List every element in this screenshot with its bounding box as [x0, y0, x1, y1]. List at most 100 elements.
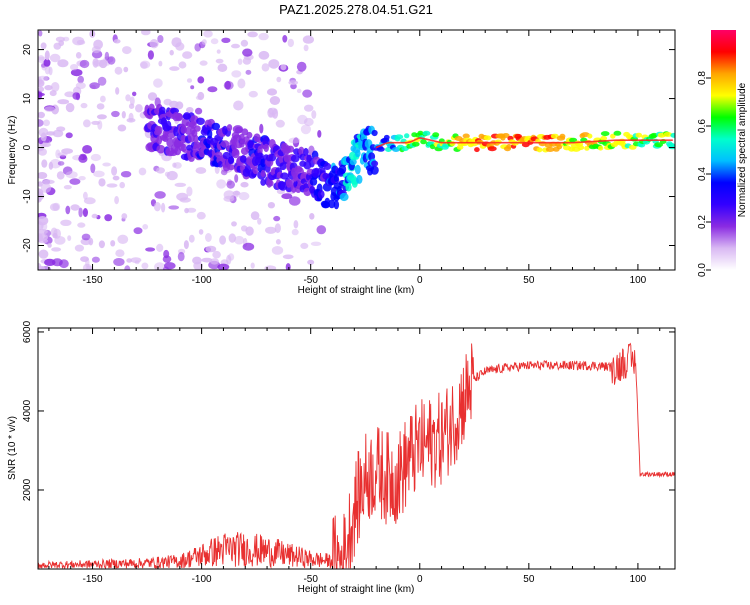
spectrogram-noise-blob — [216, 49, 221, 54]
spectrogram-noise-blob — [171, 37, 182, 48]
spectrogram-noise-blob — [106, 183, 118, 188]
spectrogram-noise-blob — [49, 53, 61, 63]
spectrogram-noise-blob — [156, 167, 165, 174]
spectrogram-noise-blob — [111, 166, 118, 176]
spectrogram-noise-blob — [61, 148, 73, 154]
spectrogram-noise-blob — [55, 36, 65, 42]
snr-axes: -150 -100 -50 0 50 100 2000 4000 6000 — [22, 320, 675, 585]
spectrogram-core-line — [375, 136, 673, 149]
spectrogram-ridge-blob — [188, 155, 195, 162]
spectrogram-noise-blob — [237, 58, 243, 65]
spectrogram-noise-blob — [226, 254, 232, 265]
spectrogram-noise-blob — [304, 104, 314, 112]
spectrogram-noise-blob — [188, 234, 195, 243]
spectrogram-noise-blob — [247, 31, 258, 38]
spectrogram-noise-blob — [245, 69, 252, 75]
spectrogram-ylabel: Frequency (Hz) — [7, 116, 18, 185]
spectrogram-noise-blob — [231, 70, 242, 78]
spectrogram-noise-blob — [234, 235, 245, 245]
spectrogram-noise-blob — [65, 132, 73, 139]
spectrogram-noise-blob — [85, 258, 90, 268]
spectrogram-noise-blob — [186, 207, 197, 213]
spectrogram-noise-blob — [50, 158, 61, 169]
spectrogram-noise-blob — [56, 171, 65, 180]
snr-ylabel: SNR (10 * v/v) — [7, 416, 18, 480]
spectrogram-noise-blob — [90, 163, 96, 174]
spectrogram-ridge-blob — [354, 164, 361, 175]
spectrogram-ridge-blob — [226, 124, 233, 132]
spectrogram-ytick-label: 20 — [22, 44, 33, 56]
spectrogram-noise-blob — [38, 75, 48, 82]
spectrogram-ridge-blob — [180, 143, 187, 153]
spectrogram-ridge-blob — [298, 146, 305, 156]
spectrogram-noise-blob — [115, 249, 125, 257]
spectrogram-noise-blob — [102, 162, 111, 167]
spectrogram-noise-blob — [210, 258, 219, 265]
spectrogram-noise-blob — [231, 221, 237, 227]
spectrogram-noise-blob — [40, 42, 47, 50]
spectrogram-noise-blob — [293, 220, 299, 229]
spectrogram-noise-blob — [141, 30, 151, 36]
colorbar-tick-label: 0.6 — [697, 119, 708, 133]
spectrogram-noise-blob — [221, 37, 231, 43]
colorbar-tick-label: 0.0 — [697, 263, 708, 277]
spectrogram-ridge-blob — [260, 178, 266, 186]
spectrogram-noise-blob — [123, 66, 129, 73]
spectrogram-noise-blob — [38, 216, 49, 226]
spectrogram-noise-blob — [122, 46, 132, 55]
snr-xtick-label: -100 — [192, 574, 212, 585]
spectrogram-ridge-blob — [613, 130, 622, 136]
spectrogram-noise-blob — [174, 182, 187, 187]
spectrogram-ridge-blob — [290, 154, 300, 163]
spectrogram-noise-blob — [250, 262, 255, 269]
spectrogram-xlabel: Height of straight line (km) — [298, 285, 415, 296]
spectrogram-ridge-blob — [628, 144, 637, 150]
spectrogram-noise-blob — [300, 242, 309, 249]
spectrogram-noise-blob — [317, 130, 322, 138]
spectrogram-noise-blob — [132, 91, 137, 97]
spectrogram-noise-blob — [197, 76, 205, 84]
spectrogram-ridge-blob — [483, 135, 492, 141]
spectrogram-noise-blob — [121, 213, 128, 220]
spectrogram-ridge-blob — [232, 148, 240, 156]
spectrogram-noise-blob — [248, 90, 258, 98]
spectrogram-noise-blob — [104, 214, 113, 222]
spectrogram-noise-blob — [303, 117, 314, 127]
spectrogram-noise-blob — [76, 39, 86, 45]
spectrogram-noise-blob — [110, 240, 116, 247]
spectrogram-ridge-blob — [600, 131, 610, 137]
spectrogram-noise-blob — [125, 94, 131, 102]
spectrogram-noise-blob — [184, 207, 190, 214]
spectrogram-noise-blob — [42, 179, 55, 185]
spectrogram-noise-blob — [83, 119, 91, 128]
spectrogram-noise-blob — [190, 85, 195, 90]
spectrogram-noise-blob — [147, 92, 158, 101]
spectrogram-noise-blob — [38, 119, 44, 127]
spectrogram-noise-blob — [98, 178, 106, 187]
spectrogram-ridge-blob — [211, 122, 220, 131]
spectrogram-noise-blob — [114, 196, 119, 205]
spectrogram-noise-blob — [157, 35, 164, 43]
spectrogram-noise-blob — [92, 58, 99, 68]
spectrogram-noise-blob — [259, 123, 264, 134]
snr-ytick-label: 4000 — [22, 399, 33, 422]
spectrogram-noise-blob — [275, 239, 281, 245]
spectrogram-noise-blob — [96, 114, 107, 120]
spectrogram-ridge-blob — [174, 146, 182, 156]
spectrogram-noise-blob — [97, 76, 107, 86]
spectrogram-ridge-blob — [175, 113, 184, 122]
spectrogram-noise-blob — [93, 39, 103, 50]
spectrogram-ridge-blob — [487, 146, 497, 152]
spectrogram-ridge-blob — [383, 134, 390, 140]
spectrogram-noise-blob — [38, 147, 44, 152]
spectrogram-ridge-blob — [587, 133, 593, 139]
spectrogram-xtick-label: 0 — [417, 275, 423, 286]
spectrogram-frame — [37, 29, 676, 271]
spectrogram-noise-blob — [161, 202, 166, 213]
spectrogram-ridge-blob — [156, 144, 166, 154]
spectrogram-ridge-blob — [462, 133, 470, 139]
spectrogram-noise-blob — [82, 208, 88, 217]
